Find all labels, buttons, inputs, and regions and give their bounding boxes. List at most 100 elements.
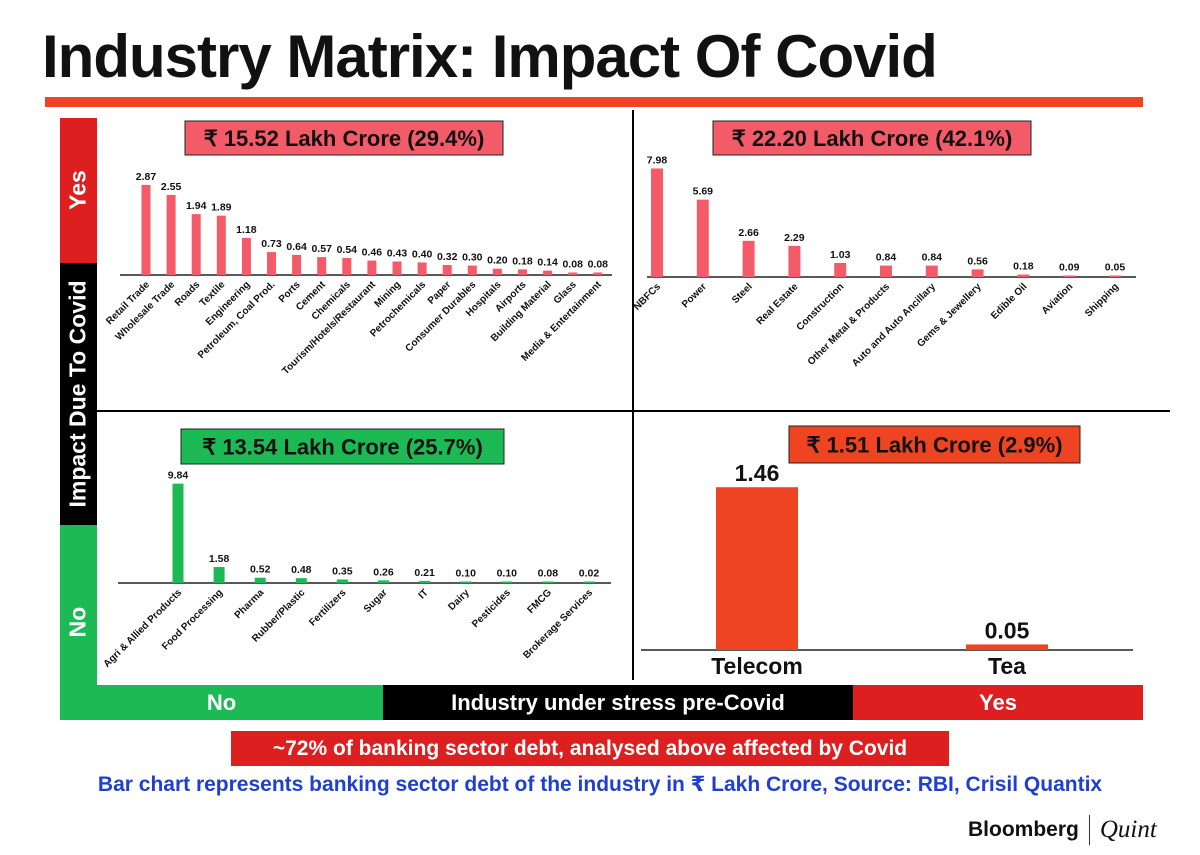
q2-bar-gems-jewellery [971,269,984,277]
q1-bar-consumer-durables [467,265,477,275]
q3-bar-food-processing [213,567,225,583]
q3-category-label-pharma: Pharma [233,587,267,621]
q4-category-label-tea: Tea [988,653,1026,679]
q2-category-label-shipping: Shipping [1083,281,1121,319]
q2-bar-nbfcs [651,168,663,277]
q3-value-label-fertilizers: 0.35 [332,565,353,577]
q1-value-label-hospitals: 0.20 [487,255,508,267]
q3-bar-pharma [254,577,266,583]
q1-value-label-paper: 0.32 [437,251,458,263]
q3-value-label-it: 0.21 [414,567,435,579]
q3-value-label-pharma: 0.52 [250,564,271,576]
q1-bar-wholesale-trade [166,194,176,275]
q1-value-label-glass: 0.08 [562,258,583,270]
matrix-vertical-divider [632,110,634,680]
q3-bar-rubber-plastic [295,578,307,583]
q1-bar-paper [442,264,452,275]
q3-bar-dairy [460,581,472,583]
q1-value-label-airports: 0.18 [512,255,533,267]
q1-bar-petrochemicals [417,262,427,275]
q1-bar-glass [568,272,578,275]
q2-category-label-aviation: Aviation [1040,281,1075,316]
q1-value-label-roads: 1.94 [186,200,207,212]
logo-divider [1088,815,1090,845]
q1-bar-chemicals [342,258,352,275]
q3-value-label-agri-allied-products: 9.84 [168,470,189,482]
x-axis-no-label: No [60,685,383,720]
q4-category-label-telecom: Telecom [711,653,803,679]
q3-bar-brokerage-services [583,581,595,583]
q2-category-label-nbfcs: NBFCs [632,281,664,313]
q1-bar-media-entertainment [593,272,603,275]
x-axis-title: Industry under stress pre-Covid [383,685,853,720]
q1-bar-cement [317,257,327,275]
q2-value-label-edible-oil: 0.18 [1013,261,1034,273]
q2-value-label-nbfcs: 7.98 [647,154,668,166]
q2-category-label-construction: Construction [795,281,847,333]
q1-bar-engineering [241,237,251,275]
q1-value-label-retail-trade: 2.87 [136,171,157,183]
q2-value-label-shipping: 0.05 [1105,262,1126,274]
q1-value-label-consumer-durables: 0.30 [462,252,483,264]
q1-value-label-media-entertainment: 0.08 [588,258,609,270]
q2-value-label-real-estate: 2.29 [784,232,805,244]
q1-value-label-cement: 0.57 [311,243,332,255]
q2-bar-real-estate [788,245,801,277]
q2-category-label-edible-oil: Edible Oil [989,281,1030,322]
q4-bar-telecom [716,487,798,650]
q3-bar-pesticides [501,581,513,583]
q2-bar-other-metal-products [880,265,892,277]
q1-value-label-engineering: 1.18 [236,224,257,236]
q2-chart-title: ₹ 22.20 Lakh Crore (42.1%) [732,126,1013,151]
matrix-horizontal-divider [97,410,1170,412]
title-underline [45,97,1143,107]
q2-bar-auto-and-auto-ancillary [925,265,938,277]
q2-category-label-real-estate: Real Estate [755,281,801,327]
y-axis-yes-band: Yes [60,118,97,263]
q3-value-label-dairy: 0.10 [455,568,476,580]
q1-value-label-ports: 0.64 [286,241,307,253]
q2-bar-steel [742,240,755,277]
q3-category-label-dairy: Dairy [446,587,472,613]
q3-category-label-fertilizers: Fertilizers [307,587,348,628]
q3-bar-fmcg [542,581,554,583]
q1-bar-retail-trade [141,184,151,275]
logo-quint: Quint [1099,816,1157,843]
q1-bar-mining [392,261,402,275]
q2-value-label-steel: 2.66 [738,227,759,239]
q1-value-label-chemicals: 0.54 [337,244,358,256]
q2-category-label-steel: Steel [730,281,755,306]
q2-category-label-other-metal-products: Other Metal & Products [806,281,893,368]
q2-title-box [712,120,1032,156]
q3-chart-title: ₹ 13.54 Lakh Crore (25.7%) [202,435,483,460]
q1-bar-petroleum-coal-prod [267,252,276,275]
q2-bar-construction [834,262,847,277]
q3-category-label-fmcg: FMCG [525,587,554,616]
q1-title-box [184,120,504,156]
source-note: Bar chart represents banking sector debt… [97,773,1103,796]
q3-value-label-fmcg: 0.08 [538,568,559,580]
q2-value-label-other-metal-products: 0.84 [876,252,897,264]
q2-bar-aviation [1063,275,1076,277]
q3-category-label-agri-allied-products: Agri & Allied Products [102,587,185,670]
q2-value-label-aviation: 0.09 [1059,262,1080,274]
q3-value-label-brokerage-services: 0.02 [579,568,600,580]
logo-bloomberg: Bloomberg [968,818,1079,841]
q3-value-label-pesticides: 0.10 [497,568,518,580]
q3-category-label-it: IT [417,587,431,601]
x-axis-bar: No Industry under stress pre-Covid Yes [60,685,1143,720]
q1-value-label-petrochemicals: 0.40 [412,248,433,260]
q1-bar-ports [292,254,302,275]
q4-chart-title: ₹ 1.51 Lakh Crore (2.9%) [806,433,1062,458]
q3-value-label-rubber-plastic: 0.48 [291,564,312,576]
q3-bar-sugar [378,580,389,583]
q1-bar-tourism-hotels-restaurant [367,260,377,275]
q3-value-label-food-processing: 1.58 [209,553,230,565]
x-axis-yes-label: Yes [853,685,1143,720]
q1-bar-airports [518,269,527,275]
q1-chart-title: ₹ 15.52 Lakh Crore (29.4%) [204,126,485,151]
q1-category-label-roads: Roads [173,279,203,309]
affected-note: ~72% of banking sector debt, analysed ab… [231,731,949,766]
q3-bar-fertilizers [336,579,348,583]
q1-bar-roads [191,214,201,275]
